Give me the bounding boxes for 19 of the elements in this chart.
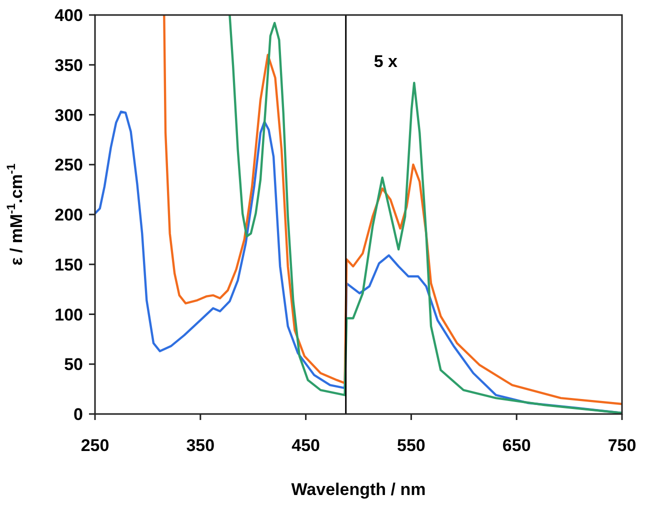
y-tick-label: 0 <box>74 405 83 424</box>
y-tick-label: 400 <box>54 6 83 25</box>
x-tick-label: 750 <box>608 436 636 455</box>
x-tick-label: 250 <box>80 436 110 455</box>
y-tick-label: 350 <box>54 56 83 75</box>
x-tick-label: 450 <box>292 436 320 455</box>
y-tick-label: 100 <box>54 305 83 324</box>
y-tick-label: 300 <box>54 106 83 125</box>
x-tick-label: 550 <box>397 436 426 455</box>
line-series <box>228 14 624 414</box>
x-tick-label: 350 <box>186 436 215 455</box>
y-tick-label: 50 <box>64 355 83 374</box>
line-series <box>163 14 624 406</box>
y-tick-label: 200 <box>54 206 83 224</box>
x-axis-title: Wavelength / nm <box>291 480 426 499</box>
annotation: 5 x <box>374 52 398 71</box>
x-tick-label: 650 <box>502 436 531 455</box>
y-tick-label: 150 <box>54 255 83 274</box>
y-tick-label: 250 <box>54 156 83 175</box>
